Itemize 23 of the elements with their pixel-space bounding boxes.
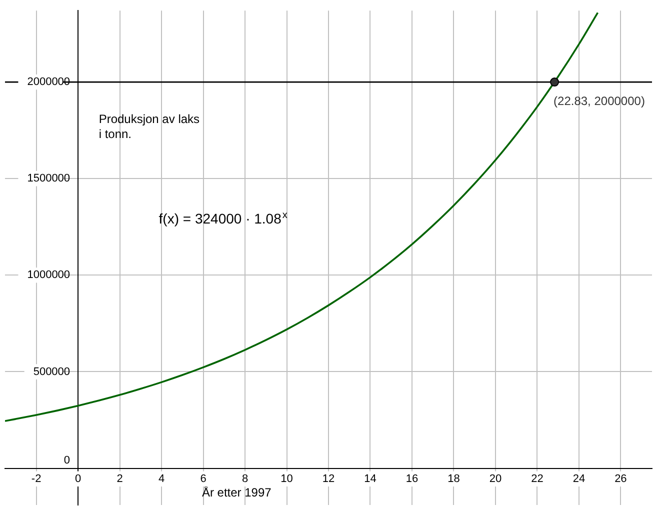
x-tick-label: 26	[614, 472, 627, 485]
y-tick-label: 1500000	[27, 172, 70, 185]
y-tick-label: 1000000	[27, 269, 70, 282]
annotation: Produksjon av laks i tonn.	[98, 112, 200, 141]
x-tick-label: -2	[31, 472, 42, 485]
x-tick-label: 0	[74, 472, 82, 485]
x-tick-label: 22	[531, 472, 544, 485]
x-tick-label: 8	[242, 472, 248, 485]
x-tick-label: 10	[280, 472, 293, 485]
x-axis-title: År etter 1997	[202, 486, 272, 500]
x-tick-label: 14	[364, 472, 376, 485]
x-tick-label: 4	[158, 472, 165, 485]
x-tick-label: 16	[406, 472, 418, 485]
x-tick-label: 12	[322, 472, 335, 485]
annotation: (22.83, 2000000)	[554, 94, 645, 108]
x-tick-label: 6	[200, 472, 206, 485]
x-tick-label: 2	[116, 472, 123, 485]
y-tick-label: 500000	[33, 366, 70, 378]
y-tick-label: 0	[64, 454, 70, 466]
y-tick-label: 2000000	[27, 76, 70, 88]
x-tick-label: 24	[572, 472, 586, 485]
x-tick-label: 18	[448, 472, 460, 485]
x-tick-label: 20	[489, 472, 502, 485]
